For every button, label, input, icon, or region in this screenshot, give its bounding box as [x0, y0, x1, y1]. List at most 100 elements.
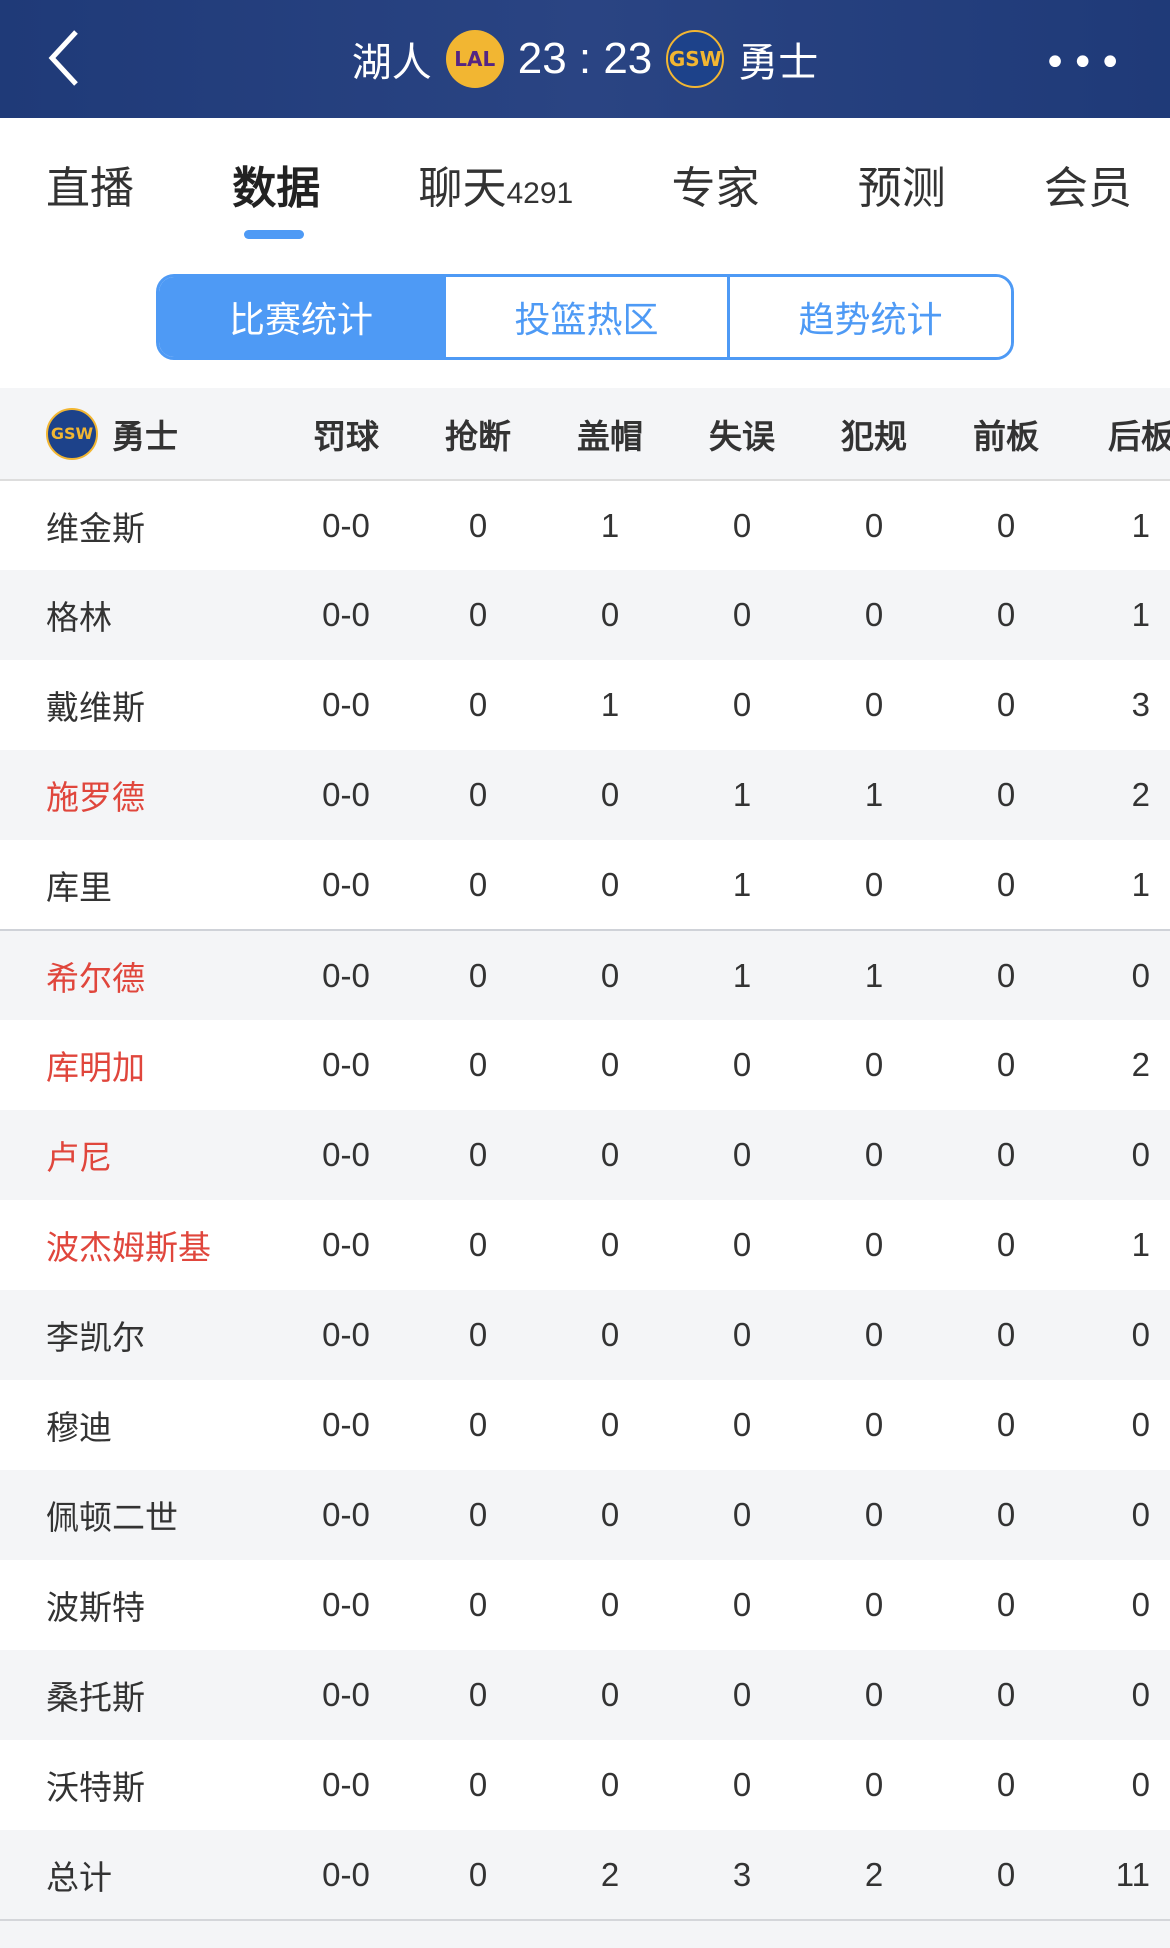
stat-cell: 0-0: [280, 750, 412, 840]
table-row[interactable]: 希尔德 0-0 0 0 1 1 0 0: [0, 929, 1170, 1020]
stat-cell: 0-0: [280, 1830, 412, 1921]
player-name: 总计: [0, 1830, 280, 1921]
stat-cell: 0-0: [280, 1290, 412, 1380]
tab-data[interactable]: 数据: [232, 152, 320, 232]
subtab-trend-stats[interactable]: 趋势统计: [727, 277, 1011, 357]
player-name: 桑托斯: [0, 1650, 280, 1740]
stat-cell: 0: [544, 1740, 676, 1830]
tab-label: 直播: [46, 163, 134, 214]
stat-cell: 1: [676, 929, 808, 1020]
stat-cell: 0-0: [280, 840, 412, 930]
player-name: 施罗德: [0, 750, 280, 840]
stat-cell: 0: [808, 1020, 940, 1110]
stat-cell: 0-0: [280, 1020, 412, 1110]
stat-cell: 1: [676, 750, 808, 840]
stat-cell: 0: [544, 840, 676, 930]
stat-cell: 0: [544, 1200, 676, 1290]
table-row[interactable]: 库里 0-0 0 0 1 0 0 1: [0, 840, 1170, 930]
column-header[interactable]: 后板: [1072, 388, 1170, 481]
stat-cell: 0: [412, 929, 544, 1020]
tab-label: 预测: [857, 163, 946, 214]
stat-cell: 0: [676, 1560, 808, 1650]
stat-cell: 0: [1072, 1380, 1170, 1470]
stat-cell: 0: [1072, 1740, 1170, 1830]
stat-cell: 0: [544, 929, 676, 1020]
tab-experts[interactable]: 专家: [672, 152, 760, 232]
stat-cell: 0: [676, 1290, 808, 1380]
player-name: 卢尼: [0, 1110, 280, 1200]
subtab-game-stats[interactable]: 比赛统计: [159, 277, 443, 357]
column-header[interactable]: 犯规: [808, 388, 940, 481]
stat-cell: 0-0: [280, 1380, 412, 1470]
player-name: 戴维斯: [0, 660, 280, 750]
table-row[interactable]: 波杰姆斯基 0-0 0 0 0 0 0 1: [0, 1200, 1170, 1290]
stat-cell: 0: [1072, 1290, 1170, 1380]
column-header[interactable]: 盖帽: [544, 388, 676, 481]
stat-cell: 0: [940, 1650, 1072, 1740]
tab-live[interactable]: 直播: [46, 152, 134, 232]
stat-cell: 0: [940, 1560, 1072, 1650]
stat-cell: 1: [1072, 1200, 1170, 1290]
stat-cell: 0: [940, 480, 1072, 570]
table-row[interactable]: 格林 0-0 0 0 0 0 0 1: [0, 570, 1170, 660]
stat-cell: 2: [1072, 750, 1170, 840]
stat-cell: 0: [676, 1470, 808, 1560]
table-row[interactable]: 卢尼 0-0 0 0 0 0 0 0: [0, 1110, 1170, 1200]
scoreboard: 湖人 LAL 23 : 23 GSW 勇士: [0, 0, 1170, 118]
stat-cell: 0: [940, 1740, 1072, 1830]
stat-cell: 0: [412, 1200, 544, 1290]
column-header[interactable]: 前板: [940, 388, 1072, 481]
stat-cell: 0: [676, 1020, 808, 1110]
stat-cell: 0: [412, 840, 544, 930]
player-name: 格林: [0, 570, 280, 660]
stat-cell: 0-0: [280, 929, 412, 1020]
chevron-left-icon[interactable]: [44, 28, 84, 88]
stat-cell: 0: [412, 750, 544, 840]
stat-cell: 0-0: [280, 1200, 412, 1290]
tab-chat[interactable]: 聊天4291: [419, 152, 574, 232]
stat-cell: 0: [940, 1290, 1072, 1380]
stat-cell: 0: [412, 660, 544, 750]
stat-cell: 0-0: [280, 660, 412, 750]
table-row[interactable]: 库明加 0-0 0 0 0 0 0 2: [0, 1020, 1170, 1110]
player-name: 库明加: [0, 1020, 280, 1110]
stat-cell: 1: [808, 929, 940, 1020]
stat-cell: 0: [544, 1470, 676, 1560]
more-dots-icon[interactable]: •••: [1043, 40, 1126, 86]
column-header[interactable]: 失误: [676, 388, 808, 481]
team-name: 勇士: [112, 416, 178, 456]
game-header: 湖人 LAL 23 : 23 GSW 勇士 •••: [0, 0, 1170, 118]
stat-cell: 0: [1072, 1560, 1170, 1650]
table-row[interactable]: 佩顿二世 0-0 0 0 0 0 0 0: [0, 1470, 1170, 1560]
subtab-shot-chart[interactable]: 投篮热区: [443, 277, 727, 357]
tab-label: 聊天: [418, 163, 507, 214]
stat-cell: 0: [940, 1380, 1072, 1470]
stat-cell: 0: [940, 840, 1072, 930]
table-row[interactable]: 波斯特 0-0 0 0 0 0 0 0: [0, 1560, 1170, 1650]
player-name: 沃特斯: [0, 1740, 280, 1830]
table-row[interactable]: 穆迪 0-0 0 0 0 0 0 0: [0, 1380, 1170, 1470]
table-row[interactable]: 李凯尔 0-0 0 0 0 0 0 0: [0, 1290, 1170, 1380]
tab-predict[interactable]: 预测: [858, 152, 946, 232]
stat-cell: 0: [1072, 1470, 1170, 1560]
stat-cell: 0: [940, 750, 1072, 840]
column-header[interactable]: 抢断: [412, 388, 544, 481]
table-row[interactable]: 沃特斯 0-0 0 0 0 0 0 0: [0, 1740, 1170, 1830]
stat-cell: 1: [1072, 480, 1170, 570]
stat-cell: 0-0: [280, 570, 412, 660]
warriors-logo: GSW: [46, 407, 98, 460]
stat-cell: 0: [412, 1830, 544, 1921]
stat-cell: 0-0: [280, 1470, 412, 1560]
table-row[interactable]: 桑托斯 0-0 0 0 0 0 0 0: [0, 1650, 1170, 1740]
table-row[interactable]: 戴维斯 0-0 0 1 0 0 0 3: [0, 660, 1170, 750]
column-header[interactable]: 罚球: [280, 388, 412, 481]
tab-member[interactable]: 会员: [1044, 152, 1132, 232]
stat-cell: 1: [808, 750, 940, 840]
stat-cell: 0: [676, 480, 808, 570]
stat-cell: 0: [544, 1380, 676, 1470]
stat-cell: 0: [676, 1380, 808, 1470]
table-row[interactable]: 施罗德 0-0 0 0 1 1 0 2: [0, 750, 1170, 840]
stat-cell: 0: [808, 1650, 940, 1740]
table-row[interactable]: 维金斯 0-0 0 1 0 0 0 1: [0, 480, 1170, 570]
total-row[interactable]: 总计 0-0 0 2 3 2 0 11: [0, 1830, 1170, 1921]
